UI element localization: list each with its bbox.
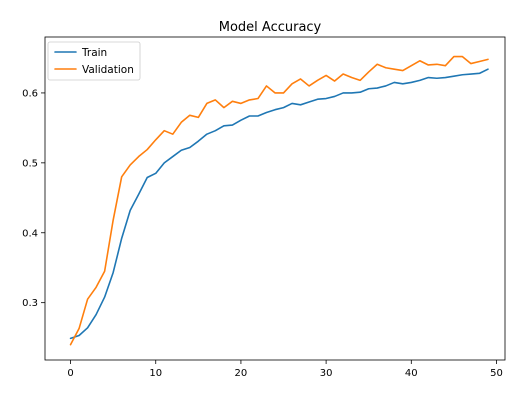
series-line-validation xyxy=(69,55,489,346)
plot-area xyxy=(69,55,489,346)
legend-label-validation: Validation xyxy=(82,64,134,76)
x-tick-label: 20 xyxy=(235,368,248,379)
x-tick-label: 50 xyxy=(490,368,503,379)
x-tick-label: 40 xyxy=(405,368,418,379)
y-tick-label: 0.4 xyxy=(22,228,38,239)
y-tick-label: 0.6 xyxy=(22,88,38,99)
x-tick-label: 0 xyxy=(67,368,73,379)
chart-title: Model Accuracy xyxy=(219,20,322,35)
y-axis: 0.3 0.4 0.5 0.6 xyxy=(22,88,45,309)
y-tick-label: 0.3 xyxy=(22,298,38,309)
x-tick-label: 30 xyxy=(320,368,333,379)
legend-label-train: Train xyxy=(81,47,107,59)
x-tick-label: 10 xyxy=(149,368,162,379)
series-line-train xyxy=(69,68,489,340)
legend: Train Validation xyxy=(47,41,141,81)
axes-frame xyxy=(44,36,506,361)
y-tick-label: 0.5 xyxy=(22,158,38,169)
x-axis: 0 10 20 30 40 50 xyxy=(67,360,503,379)
